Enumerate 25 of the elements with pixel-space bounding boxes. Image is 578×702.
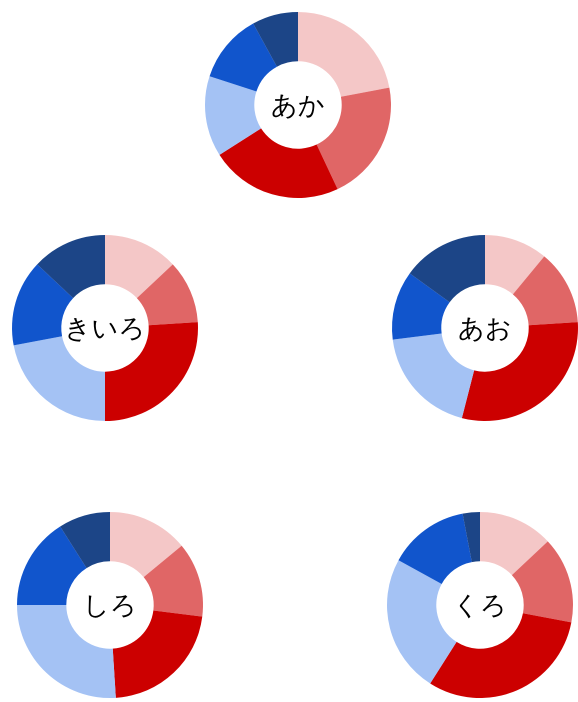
donut-slice xyxy=(387,560,457,684)
text: しろ xyxy=(83,591,137,621)
text: あか xyxy=(271,91,325,121)
donut-slice xyxy=(392,273,450,340)
donut-slice xyxy=(253,12,298,67)
donut-slice xyxy=(512,541,573,622)
donut-slice xyxy=(210,24,277,92)
text: あお xyxy=(458,314,512,344)
donut-slice xyxy=(480,512,548,576)
donut-slice xyxy=(105,235,173,298)
donut-slice xyxy=(17,526,87,605)
donut-slice xyxy=(485,235,544,294)
donut-slice xyxy=(37,235,105,298)
donut-slice xyxy=(60,512,110,568)
donut-slice xyxy=(462,512,480,562)
text: きいろ xyxy=(64,314,146,344)
donut-slice xyxy=(298,12,390,97)
donut-slice xyxy=(410,235,485,302)
text: くろ xyxy=(453,591,507,621)
donut-slice xyxy=(205,76,262,155)
donut-slice xyxy=(398,514,472,584)
donut-slice xyxy=(219,128,338,198)
donut-slice xyxy=(144,546,203,617)
donut-slice xyxy=(110,512,182,578)
donut-slice xyxy=(512,256,578,326)
